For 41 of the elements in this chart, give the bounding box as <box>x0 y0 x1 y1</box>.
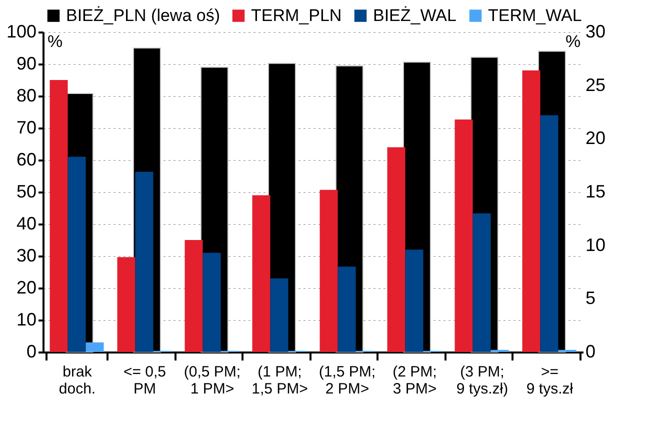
x-tick-label: (0,5 PM; 1 PM> <box>184 364 241 398</box>
legend-label: TERM_WAL <box>488 6 582 25</box>
y2-tick-label: 0 <box>586 342 596 362</box>
x-tick-label: brak doch. <box>58 364 96 398</box>
bar <box>472 213 491 352</box>
y-tick-label: 70 <box>16 118 36 138</box>
annotation: % <box>565 32 581 51</box>
bar <box>135 172 154 352</box>
y-tick-label: 100 <box>6 22 36 42</box>
bar <box>202 252 221 352</box>
x-tick-label: >= 9 tys.zł <box>526 364 574 398</box>
y2-tick-label: 30 <box>586 22 606 42</box>
bar <box>86 342 104 352</box>
y-tick-label: 0 <box>26 342 36 362</box>
y2-tick-label: 20 <box>586 128 606 148</box>
y2-tick-label: 10 <box>586 234 606 255</box>
legend-label: BIEŻ_PLN (lewa oś) <box>66 6 220 25</box>
y-tick-label: 90 <box>16 54 36 74</box>
bar <box>405 250 424 352</box>
bar <box>338 266 356 352</box>
y-tick-label: 30 <box>16 246 36 266</box>
y2-tick-label: 25 <box>586 74 606 95</box>
bar <box>270 278 288 352</box>
y2-tick-label: 5 <box>586 288 596 308</box>
y-tick-label: 40 <box>16 214 36 234</box>
x-tick-label: (1 PM; 1,5 PM> <box>252 364 308 398</box>
y-tick-label: 60 <box>16 150 36 170</box>
y-tick-label: 50 <box>16 182 36 202</box>
x-tick-label: (2 PM; 3 PM> <box>392 364 437 398</box>
bar <box>117 257 136 352</box>
legend-label: BIEŻ_WAL <box>373 6 456 25</box>
y-tick-label: 80 <box>16 86 36 106</box>
y2-tick-label: 15 <box>586 182 606 202</box>
bar <box>68 156 86 352</box>
legend-label: TERM_PLN <box>251 6 342 25</box>
y-tick-label: 10 <box>16 310 36 330</box>
x-tick-label: (1,5 PM; 2 PM> <box>318 364 376 398</box>
annotation: % <box>47 32 63 51</box>
y-tick-label: 20 <box>16 278 36 298</box>
x-tick-label: <= 0,5 PM <box>123 364 166 398</box>
x-tick-label: (3 PM; 9 tys.zł) <box>456 364 508 398</box>
